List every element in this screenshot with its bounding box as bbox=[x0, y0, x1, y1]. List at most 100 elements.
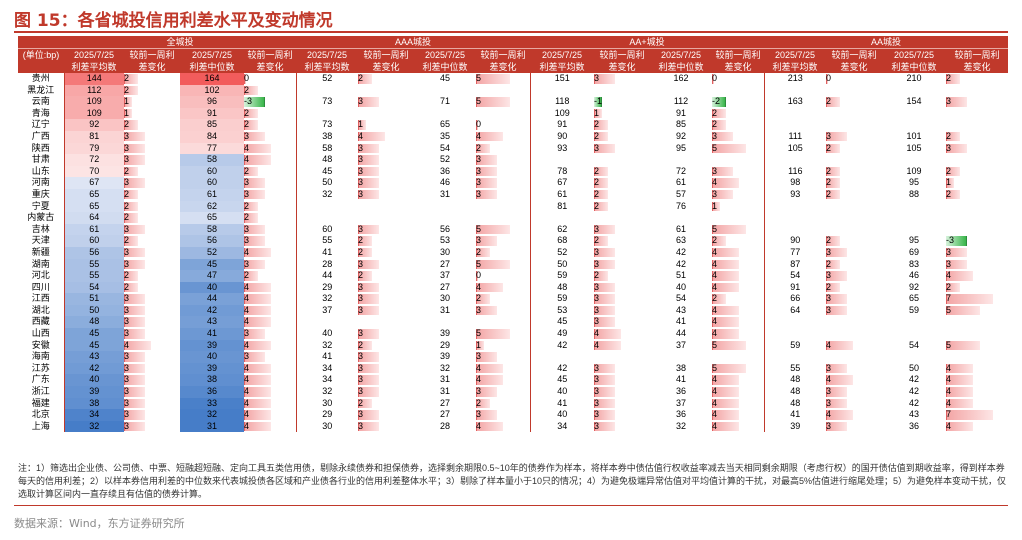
increase-bar bbox=[946, 282, 961, 293]
change-cell: 4 bbox=[244, 247, 296, 259]
increase-bar bbox=[358, 143, 379, 154]
change-cell: 3 bbox=[124, 224, 180, 236]
increase-bar bbox=[244, 421, 272, 432]
change-cell: 3 bbox=[358, 305, 414, 317]
change-cell: -3 bbox=[946, 235, 1008, 247]
change-cell: 2 bbox=[358, 340, 414, 352]
spread-value: 42 bbox=[909, 386, 920, 397]
change-value: 4 bbox=[712, 328, 718, 339]
spread-value: 50 bbox=[295, 177, 359, 189]
change-cell: 3 bbox=[594, 247, 650, 259]
col-header-top: 较前一周利 bbox=[712, 48, 765, 61]
change-value: 5 bbox=[712, 362, 718, 373]
change-value: 3 bbox=[594, 246, 600, 257]
col-header-bottom: 利差平均数 bbox=[530, 61, 595, 73]
change-value: 4 bbox=[244, 142, 250, 153]
empty-cell bbox=[358, 201, 414, 213]
spread-value: 52 bbox=[440, 154, 451, 165]
increase-bar bbox=[244, 398, 272, 409]
change-value: 2 bbox=[244, 212, 250, 223]
empty-cell bbox=[712, 154, 764, 166]
spread-value: 54 bbox=[763, 270, 827, 282]
change-cell: 3 bbox=[476, 154, 530, 166]
change-value: 2 bbox=[946, 188, 952, 199]
increase-bar bbox=[244, 201, 259, 212]
source-label: 数据来源：Wind，东方证券研究所 bbox=[14, 517, 185, 530]
empty-cell bbox=[476, 85, 530, 97]
increase-bar bbox=[826, 305, 847, 316]
change-value: 5 bbox=[476, 223, 482, 234]
change-value: 3 bbox=[124, 409, 130, 420]
change-cell: 5 bbox=[712, 224, 764, 236]
increase-bar bbox=[244, 213, 259, 223]
province-name: 黑龙江 bbox=[27, 84, 55, 95]
empty-cell bbox=[946, 85, 1008, 97]
change-value: 2 bbox=[244, 270, 250, 281]
change-cell: 2 bbox=[124, 119, 180, 131]
change-value: 3 bbox=[946, 246, 952, 257]
change-cell: 3 bbox=[124, 328, 180, 340]
change-cell: 3 bbox=[476, 235, 530, 247]
col-header-bottom: 利差平均数 bbox=[764, 61, 827, 73]
change-cell: 1 bbox=[358, 119, 414, 131]
spread-value: 51 bbox=[676, 270, 687, 281]
empty-cell bbox=[295, 316, 359, 329]
spread-value: 59 bbox=[909, 304, 920, 315]
increase-bar bbox=[594, 317, 615, 327]
spread-value: 39 bbox=[180, 362, 244, 375]
increase-bar bbox=[124, 178, 145, 188]
change-cell: 3 bbox=[946, 247, 1008, 259]
province-name: 四川 bbox=[31, 281, 50, 292]
increase-bar bbox=[244, 120, 259, 130]
group-aaa: AAA城投 bbox=[296, 36, 531, 49]
change-value: 5 bbox=[946, 339, 952, 350]
change-cell: 3 bbox=[244, 259, 296, 271]
increase-bar bbox=[358, 155, 379, 165]
change-value: 3 bbox=[358, 409, 364, 420]
change-value: 3 bbox=[244, 223, 250, 234]
change-value: 3 bbox=[712, 165, 718, 176]
change-value: 4 bbox=[244, 281, 250, 292]
empty-cell bbox=[529, 84, 595, 97]
table-row: 广西 81 3 84 3 38 4 35 4 90 2 92 3 111 3 101 2 bbox=[18, 130, 1008, 143]
change-value: 4 bbox=[476, 281, 482, 292]
increase-bar bbox=[124, 143, 145, 154]
spread-value: 48 bbox=[763, 397, 827, 410]
spread-value: 55 bbox=[763, 362, 827, 375]
change-value: 1 bbox=[946, 177, 952, 188]
change-cell: 4 bbox=[244, 374, 296, 386]
table-row: 河南 67 3 60 3 50 3 46 3 67 2 61 4 98 2 95 1 bbox=[18, 177, 1008, 189]
increase-bar bbox=[826, 421, 847, 432]
increase-bar bbox=[476, 236, 497, 246]
increase-bar bbox=[476, 352, 497, 362]
spread-value: 27 bbox=[440, 281, 451, 292]
change-value: 3 bbox=[826, 293, 832, 304]
increase-bar bbox=[358, 363, 379, 374]
spread-value: 67 bbox=[63, 177, 124, 189]
change-cell: 2 bbox=[826, 96, 882, 108]
change-cell: 2 bbox=[712, 235, 764, 247]
change-cell: 2 bbox=[594, 201, 650, 213]
spread-value: 40 bbox=[529, 409, 595, 421]
change-value: 3 bbox=[476, 235, 482, 246]
change-value: 3 bbox=[826, 246, 832, 257]
change-value: 3 bbox=[358, 420, 364, 431]
empty-cell bbox=[358, 85, 414, 97]
change-value: 3 bbox=[358, 223, 364, 234]
increase-bar bbox=[826, 340, 854, 351]
change-value: 3 bbox=[124, 293, 130, 304]
change-cell: 2 bbox=[826, 189, 882, 201]
table-row: 辽宁 92 2 85 2 73 1 65 0 91 2 85 2 bbox=[18, 119, 1008, 131]
change-cell: 4 bbox=[946, 421, 1008, 433]
spread-value: 56 bbox=[440, 223, 451, 234]
empty-cell bbox=[295, 84, 359, 97]
change-value: 3 bbox=[358, 374, 364, 385]
increase-bar bbox=[244, 85, 259, 96]
empty-cell bbox=[358, 108, 414, 120]
increase-bar bbox=[946, 178, 954, 188]
change-cell: 2 bbox=[712, 119, 764, 131]
change-value: 5 bbox=[476, 73, 482, 83]
province-name: 广西 bbox=[31, 130, 50, 141]
empty-cell bbox=[946, 154, 1008, 166]
change-value: 5 bbox=[946, 304, 952, 315]
